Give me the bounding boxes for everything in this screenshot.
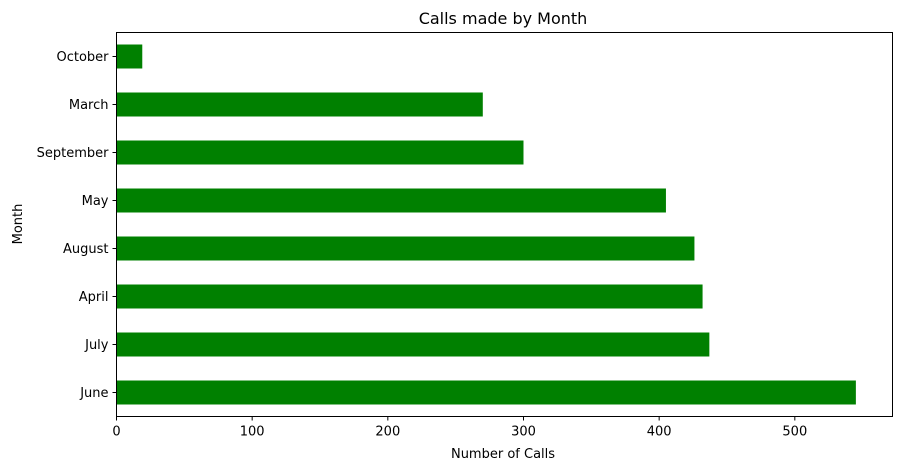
bar-july <box>116 332 710 357</box>
bar-april <box>116 284 703 309</box>
bar-august <box>116 236 695 261</box>
bar-june <box>116 380 856 405</box>
x-tick-label-0: 0 <box>112 425 120 440</box>
bar-september <box>116 140 524 165</box>
y-tick-label-october: October <box>56 50 109 65</box>
y-tick-label-april: April <box>79 290 109 305</box>
bar-march <box>116 92 483 117</box>
y-tick-label-september: September <box>37 146 110 161</box>
x-tick-label-500: 500 <box>782 425 807 440</box>
x-tick-label-200: 200 <box>375 425 400 440</box>
y-tick-label-july: July <box>84 338 109 353</box>
x-tick-label-100: 100 <box>240 425 265 440</box>
x-axis-label: Number of Calls <box>451 447 555 462</box>
y-axis-label: Month <box>11 204 26 245</box>
y-tick-label-august: August <box>63 242 109 257</box>
bar-may <box>116 188 666 213</box>
bar-october <box>116 44 143 69</box>
y-axis-ticks: June July April August May September March Octo… <box>37 50 117 401</box>
y-tick-label-march: March <box>69 98 109 113</box>
x-axis-ticks: 0 100 200 300 400 500 <box>112 416 807 440</box>
x-tick-label-400: 400 <box>647 425 672 440</box>
x-tick-label-300: 300 <box>511 425 536 440</box>
y-tick-label-june: June <box>79 386 108 401</box>
plot-frame <box>116 32 893 417</box>
y-tick-label-may: May <box>82 194 109 209</box>
bars-group <box>116 44 856 405</box>
chart-title: Calls made by Month <box>419 9 588 28</box>
